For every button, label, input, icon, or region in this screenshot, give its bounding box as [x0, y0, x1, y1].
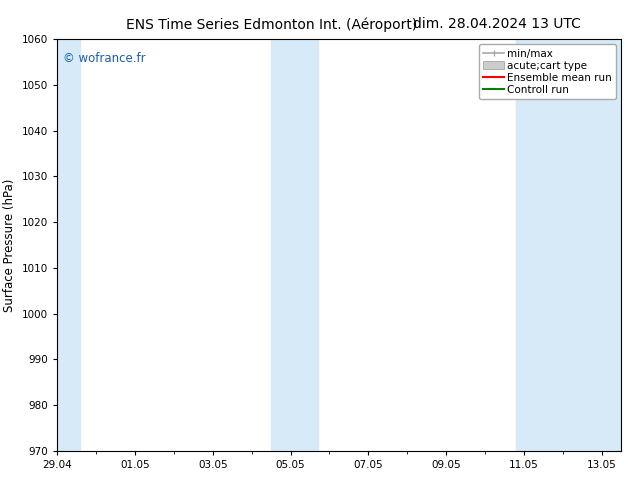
Bar: [271, 39, 318, 451]
Y-axis label: Surface Pressure (hPa): Surface Pressure (hPa): [3, 178, 16, 312]
Text: © wofrance.fr: © wofrance.fr: [63, 51, 145, 65]
Legend: min/max, acute;cart type, Ensemble mean run, Controll run: min/max, acute;cart type, Ensemble mean …: [479, 45, 616, 99]
Bar: [516, 39, 625, 451]
Bar: [49, 39, 81, 451]
Text: dim. 28.04.2024 13 UTC: dim. 28.04.2024 13 UTC: [413, 17, 581, 31]
Text: ENS Time Series Edmonton Int. (Aéroport): ENS Time Series Edmonton Int. (Aéroport): [126, 17, 417, 32]
